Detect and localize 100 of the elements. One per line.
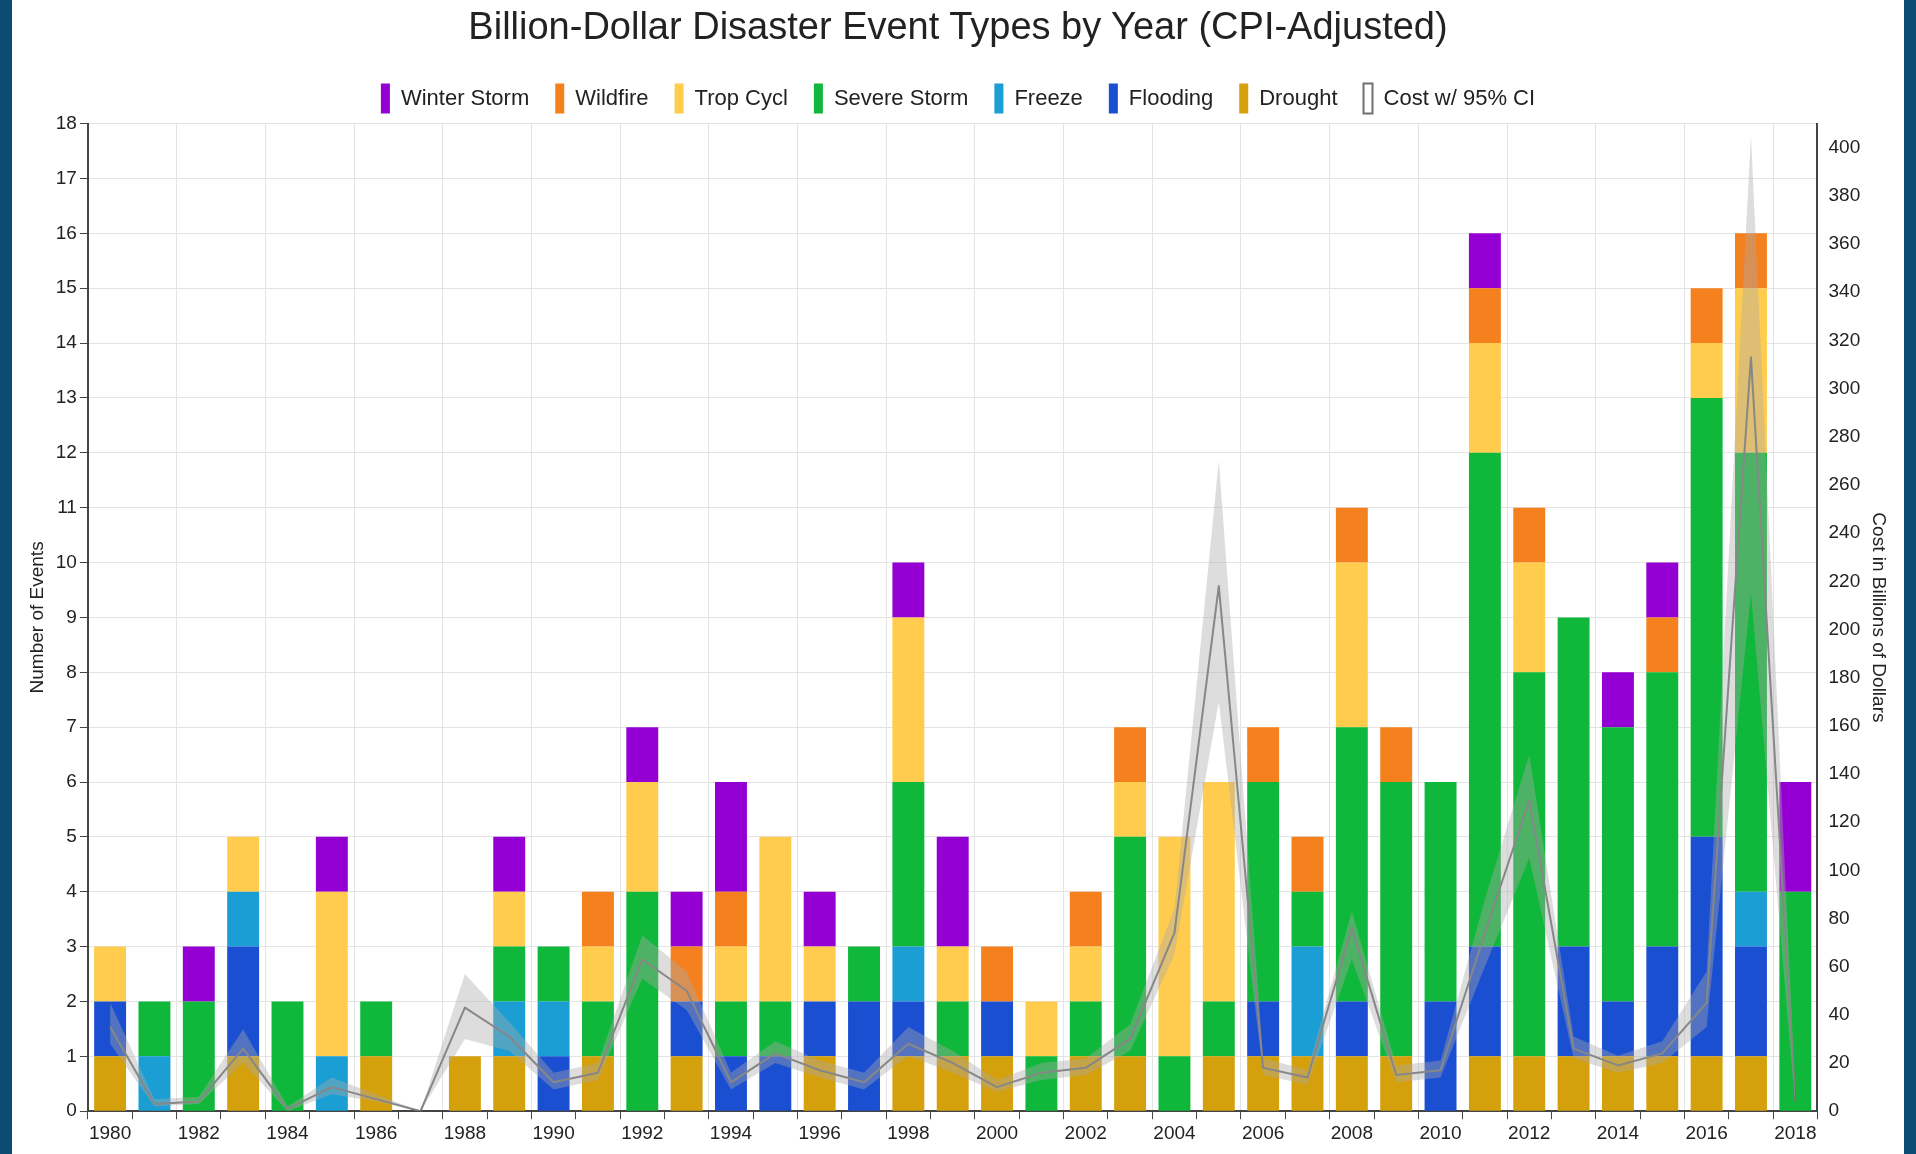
bar — [936, 946, 969, 1002]
bar — [360, 1001, 393, 1057]
bar — [803, 1056, 836, 1111]
bar — [1735, 1056, 1767, 1111]
bar — [1069, 1001, 1102, 1057]
x-tick-label: 2014 — [1596, 1121, 1640, 1143]
bar — [1114, 1056, 1147, 1111]
bar — [1690, 343, 1723, 398]
x-tick-label: 1994 — [709, 1121, 753, 1143]
bar — [715, 946, 747, 1002]
bar — [1557, 946, 1590, 1057]
bar — [227, 946, 260, 1057]
bar — [1114, 836, 1147, 1057]
bar — [759, 1001, 792, 1057]
bar — [1646, 1056, 1679, 1111]
bar — [1735, 288, 1767, 453]
y2-tick-label: 60 — [1828, 954, 1850, 976]
bar — [670, 946, 703, 1002]
bar — [1468, 452, 1501, 947]
bar — [1690, 836, 1723, 1057]
legend-label: Freeze — [1014, 84, 1083, 110]
bar — [1291, 946, 1324, 1057]
bar — [1646, 562, 1679, 618]
bar — [227, 891, 260, 947]
bar — [537, 946, 570, 1002]
bar — [94, 1001, 127, 1057]
x-tick-label: 2010 — [1419, 1121, 1462, 1143]
bar — [759, 836, 792, 1002]
bar — [1424, 782, 1457, 1002]
x-tick-label: 2008 — [1330, 1121, 1373, 1143]
x-tick-label: 2000 — [975, 1121, 1019, 1143]
bar — [182, 946, 215, 1002]
bar — [1735, 233, 1767, 289]
x-tick-label: 1986 — [355, 1121, 398, 1143]
bar — [1202, 782, 1235, 1002]
y2-tick-label: 320 — [1828, 328, 1861, 350]
bar — [1335, 507, 1368, 563]
bar — [581, 946, 614, 1002]
bar — [626, 727, 659, 782]
y2-tick-label: 380 — [1828, 184, 1861, 206]
y2-axis-title: Cost in Billions of Dollars — [1869, 512, 1891, 723]
x-tick-label: 1996 — [798, 1121, 841, 1143]
y2-tick-label: 180 — [1828, 665, 1861, 687]
bar — [1247, 727, 1280, 782]
bar — [1291, 836, 1324, 892]
x-tick-label: 2006 — [1242, 1121, 1285, 1143]
bar — [448, 1056, 481, 1111]
bar — [1069, 891, 1102, 947]
bar — [1335, 727, 1368, 1002]
x-tick-label: 1992 — [621, 1121, 664, 1143]
bar — [848, 1001, 880, 1111]
y2-tick-label: 20 — [1828, 1051, 1850, 1073]
bar — [138, 1001, 171, 1057]
bar — [581, 1001, 614, 1057]
bar — [1291, 1056, 1324, 1111]
bar — [1646, 946, 1679, 1057]
y2-tick-label: 140 — [1828, 762, 1861, 784]
y2-tick-label: 300 — [1828, 376, 1861, 398]
bar — [360, 1056, 393, 1111]
bar — [1601, 672, 1634, 728]
y-tick-label: 3 — [66, 934, 77, 956]
y2-tick-label: 40 — [1828, 1003, 1850, 1025]
bar — [1114, 727, 1147, 782]
bar — [803, 946, 836, 1002]
bar — [537, 1001, 570, 1057]
x-tick-label: 2016 — [1685, 1121, 1728, 1143]
bar — [715, 891, 747, 947]
bar — [1735, 891, 1767, 947]
y-tick-label: 1 — [66, 1044, 77, 1066]
legend-label: Severe Storm — [833, 84, 969, 110]
x-tick-label: 1998 — [887, 1121, 930, 1143]
x-tick-label: 2004 — [1153, 1121, 1197, 1143]
x-tick-label: 2002 — [1064, 1121, 1107, 1143]
y-tick-label: 10 — [55, 550, 77, 572]
legend-label: Winter Storm — [400, 84, 530, 110]
y-tick-label: 15 — [55, 276, 77, 298]
bar — [892, 562, 925, 618]
bar — [315, 891, 348, 1057]
bar — [493, 1056, 526, 1111]
y-tick-label: 14 — [55, 331, 78, 353]
bar — [581, 1056, 614, 1111]
y2-tick-label: 240 — [1828, 521, 1861, 543]
legend-label: Cost w/ 95% CI — [1383, 84, 1536, 110]
y2-tick-label: 100 — [1828, 858, 1861, 880]
bar — [892, 782, 925, 947]
legend-label: Flooding — [1128, 84, 1214, 110]
bar — [1424, 1001, 1457, 1111]
bar — [1202, 1001, 1235, 1057]
bar — [1247, 782, 1280, 1002]
bar — [1114, 782, 1147, 837]
bar — [1779, 891, 1812, 1111]
bar — [670, 1056, 703, 1111]
y2-tick-label: 260 — [1828, 473, 1861, 495]
bar — [1779, 782, 1812, 892]
bar — [1202, 1056, 1235, 1111]
bar — [981, 946, 1014, 1002]
y-tick-label: 13 — [55, 386, 77, 408]
bar — [1735, 946, 1767, 1057]
y-tick-label: 16 — [55, 221, 77, 243]
bar — [1513, 562, 1546, 673]
